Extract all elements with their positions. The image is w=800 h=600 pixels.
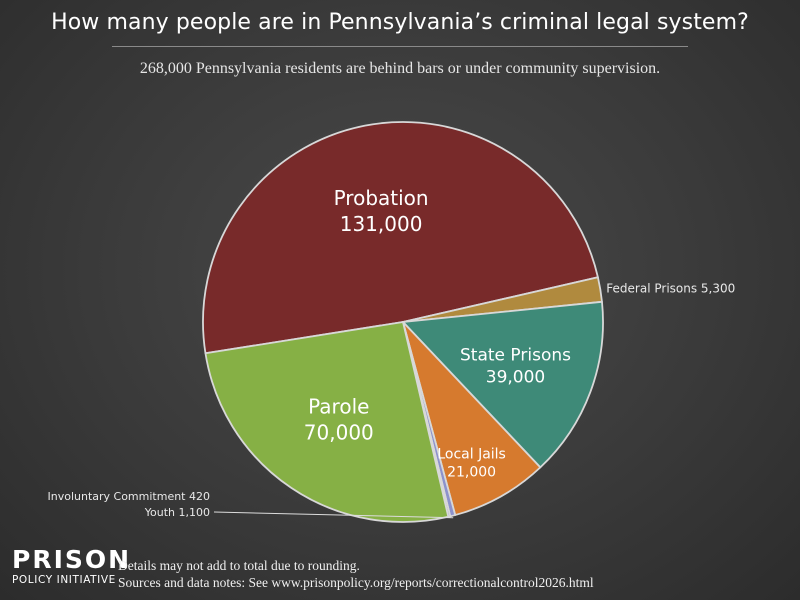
- logo-line-1: PRISON: [12, 545, 132, 574]
- footer-notes: Details may not add to total due to roun…: [118, 557, 594, 591]
- chart-subtitle: 268,000 Pennsylvania residents are behin…: [139, 60, 661, 77]
- value-parole: 70,000: [304, 421, 374, 445]
- value-state-prisons: 39,000: [486, 368, 545, 388]
- slice-parole: [204, 321, 450, 523]
- prison-policy-initiative-logo: PRISON POLICY INITIATIVE: [12, 545, 132, 587]
- chart-title: How many people are in Pennsylvania’s cr…: [51, 10, 749, 35]
- pie-slices: [202, 121, 604, 523]
- slice-state-prisons: [402, 300, 604, 469]
- label-state-prisons: State Prisons: [460, 346, 571, 366]
- slice-local-jails: [402, 321, 542, 516]
- title-divider: [112, 46, 688, 47]
- value-local-jails: 21,000: [447, 465, 496, 481]
- label-parole: Parole: [308, 395, 369, 419]
- sources-note: Sources and data notes: See www.prisonpo…: [118, 575, 594, 590]
- rounding-note: Details may not add to total due to roun…: [118, 558, 360, 573]
- slice-probation: [202, 121, 599, 355]
- logo-line-2: POLICY INITIATIVE: [12, 574, 116, 586]
- label-probation: Probation: [334, 186, 429, 210]
- leader-line-youth: [213, 511, 454, 519]
- label-involuntary-commitment: Involuntary Commitment 420: [47, 490, 210, 503]
- label-local-jails: Local Jails: [437, 446, 506, 462]
- label-youth: Youth 1,100: [144, 506, 210, 519]
- value-probation: 131,000: [340, 212, 423, 236]
- label-federal-prisons: Federal Prisons 5,300: [606, 282, 735, 296]
